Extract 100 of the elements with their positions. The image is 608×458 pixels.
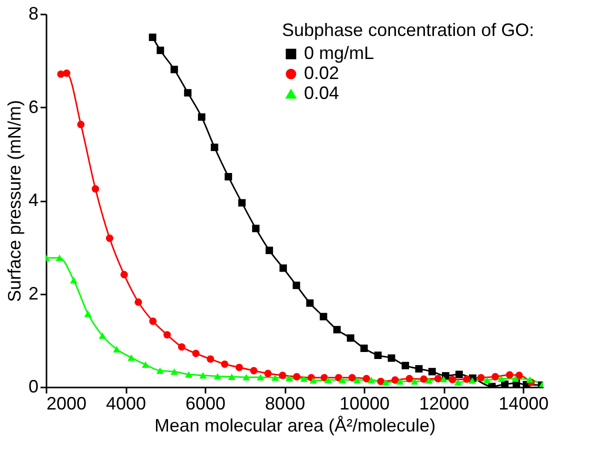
point [266, 246, 274, 254]
point [56, 254, 64, 262]
point [306, 299, 314, 307]
point [170, 66, 178, 74]
point [498, 375, 505, 382]
point [512, 375, 520, 382]
point [106, 234, 114, 242]
point [206, 355, 214, 363]
point [506, 371, 514, 379]
point [142, 361, 150, 368]
point [185, 371, 192, 378]
point [170, 368, 178, 375]
point [178, 343, 186, 351]
x-tick-label: 12000 [419, 394, 470, 414]
point [462, 375, 470, 383]
point [320, 312, 328, 320]
point [256, 374, 264, 380]
point [515, 372, 523, 380]
point [402, 362, 410, 370]
point [120, 270, 128, 278]
legend-label: 0 mg/mL [304, 43, 374, 63]
y-tick-label: 2 [28, 283, 38, 304]
point [214, 373, 222, 380]
point [362, 374, 370, 382]
point [420, 375, 428, 383]
point [199, 372, 207, 379]
y-tick-label: 8 [28, 4, 38, 24]
point [300, 375, 308, 382]
x-tick-label: 8000 [265, 394, 306, 414]
point [70, 277, 78, 284]
point [391, 376, 399, 384]
point [98, 332, 106, 339]
point [148, 34, 156, 42]
legend-label: 0.02 [304, 63, 340, 83]
point [415, 365, 423, 373]
point [252, 224, 260, 232]
point [353, 376, 361, 384]
point [228, 374, 236, 380]
point [224, 173, 232, 180]
x-tick-label: 4000 [106, 394, 146, 414]
point [526, 376, 534, 383]
y-tick-label: 4 [28, 190, 38, 210]
point [320, 374, 328, 382]
point [434, 374, 442, 382]
point [192, 350, 200, 358]
point [468, 377, 476, 384]
point [198, 113, 206, 121]
point [184, 89, 192, 97]
x-tick-label: 2000 [46, 394, 87, 414]
point [128, 354, 135, 361]
point [425, 377, 433, 384]
point [292, 282, 300, 290]
point [360, 344, 368, 352]
point [77, 120, 85, 128]
point [310, 377, 318, 384]
x-tick-label: 14000 [498, 394, 549, 414]
x-axis-title: Mean molecular area (Å²/molecule) [154, 416, 436, 436]
point [84, 310, 92, 318]
point [377, 378, 384, 386]
point [428, 368, 436, 376]
point [348, 374, 356, 382]
point [286, 374, 293, 382]
point [271, 374, 279, 381]
point [278, 372, 286, 380]
point [156, 46, 164, 54]
y-tick-label: 6 [28, 96, 38, 117]
point [236, 364, 243, 372]
point [448, 376, 456, 384]
x-tick-label: 6000 [186, 394, 226, 414]
point [113, 346, 120, 352]
point [250, 366, 258, 374]
point [382, 379, 390, 386]
point [324, 376, 332, 384]
x-tick-label: 10000 [340, 394, 390, 414]
y-axis-title: Surface pressure (mN/m) [4, 100, 24, 302]
point [242, 374, 250, 380]
point [238, 199, 246, 207]
point [477, 374, 485, 382]
point [492, 373, 499, 380]
point [220, 360, 228, 368]
point [388, 354, 396, 362]
point [368, 376, 375, 384]
legend-label: 0.04 [304, 83, 340, 103]
point [406, 374, 414, 382]
point [92, 185, 100, 193]
point [396, 378, 404, 385]
point [62, 70, 70, 77]
point [455, 370, 463, 378]
point [210, 144, 218, 152]
point [333, 326, 341, 334]
point [410, 378, 418, 385]
point [163, 331, 171, 338]
point [280, 264, 287, 272]
point [156, 367, 164, 374]
point [374, 352, 382, 360]
point [483, 376, 491, 384]
legend-title: Subphase concentration of GO: [282, 20, 534, 40]
point [454, 379, 462, 386]
point [293, 373, 300, 380]
point [440, 376, 448, 382]
